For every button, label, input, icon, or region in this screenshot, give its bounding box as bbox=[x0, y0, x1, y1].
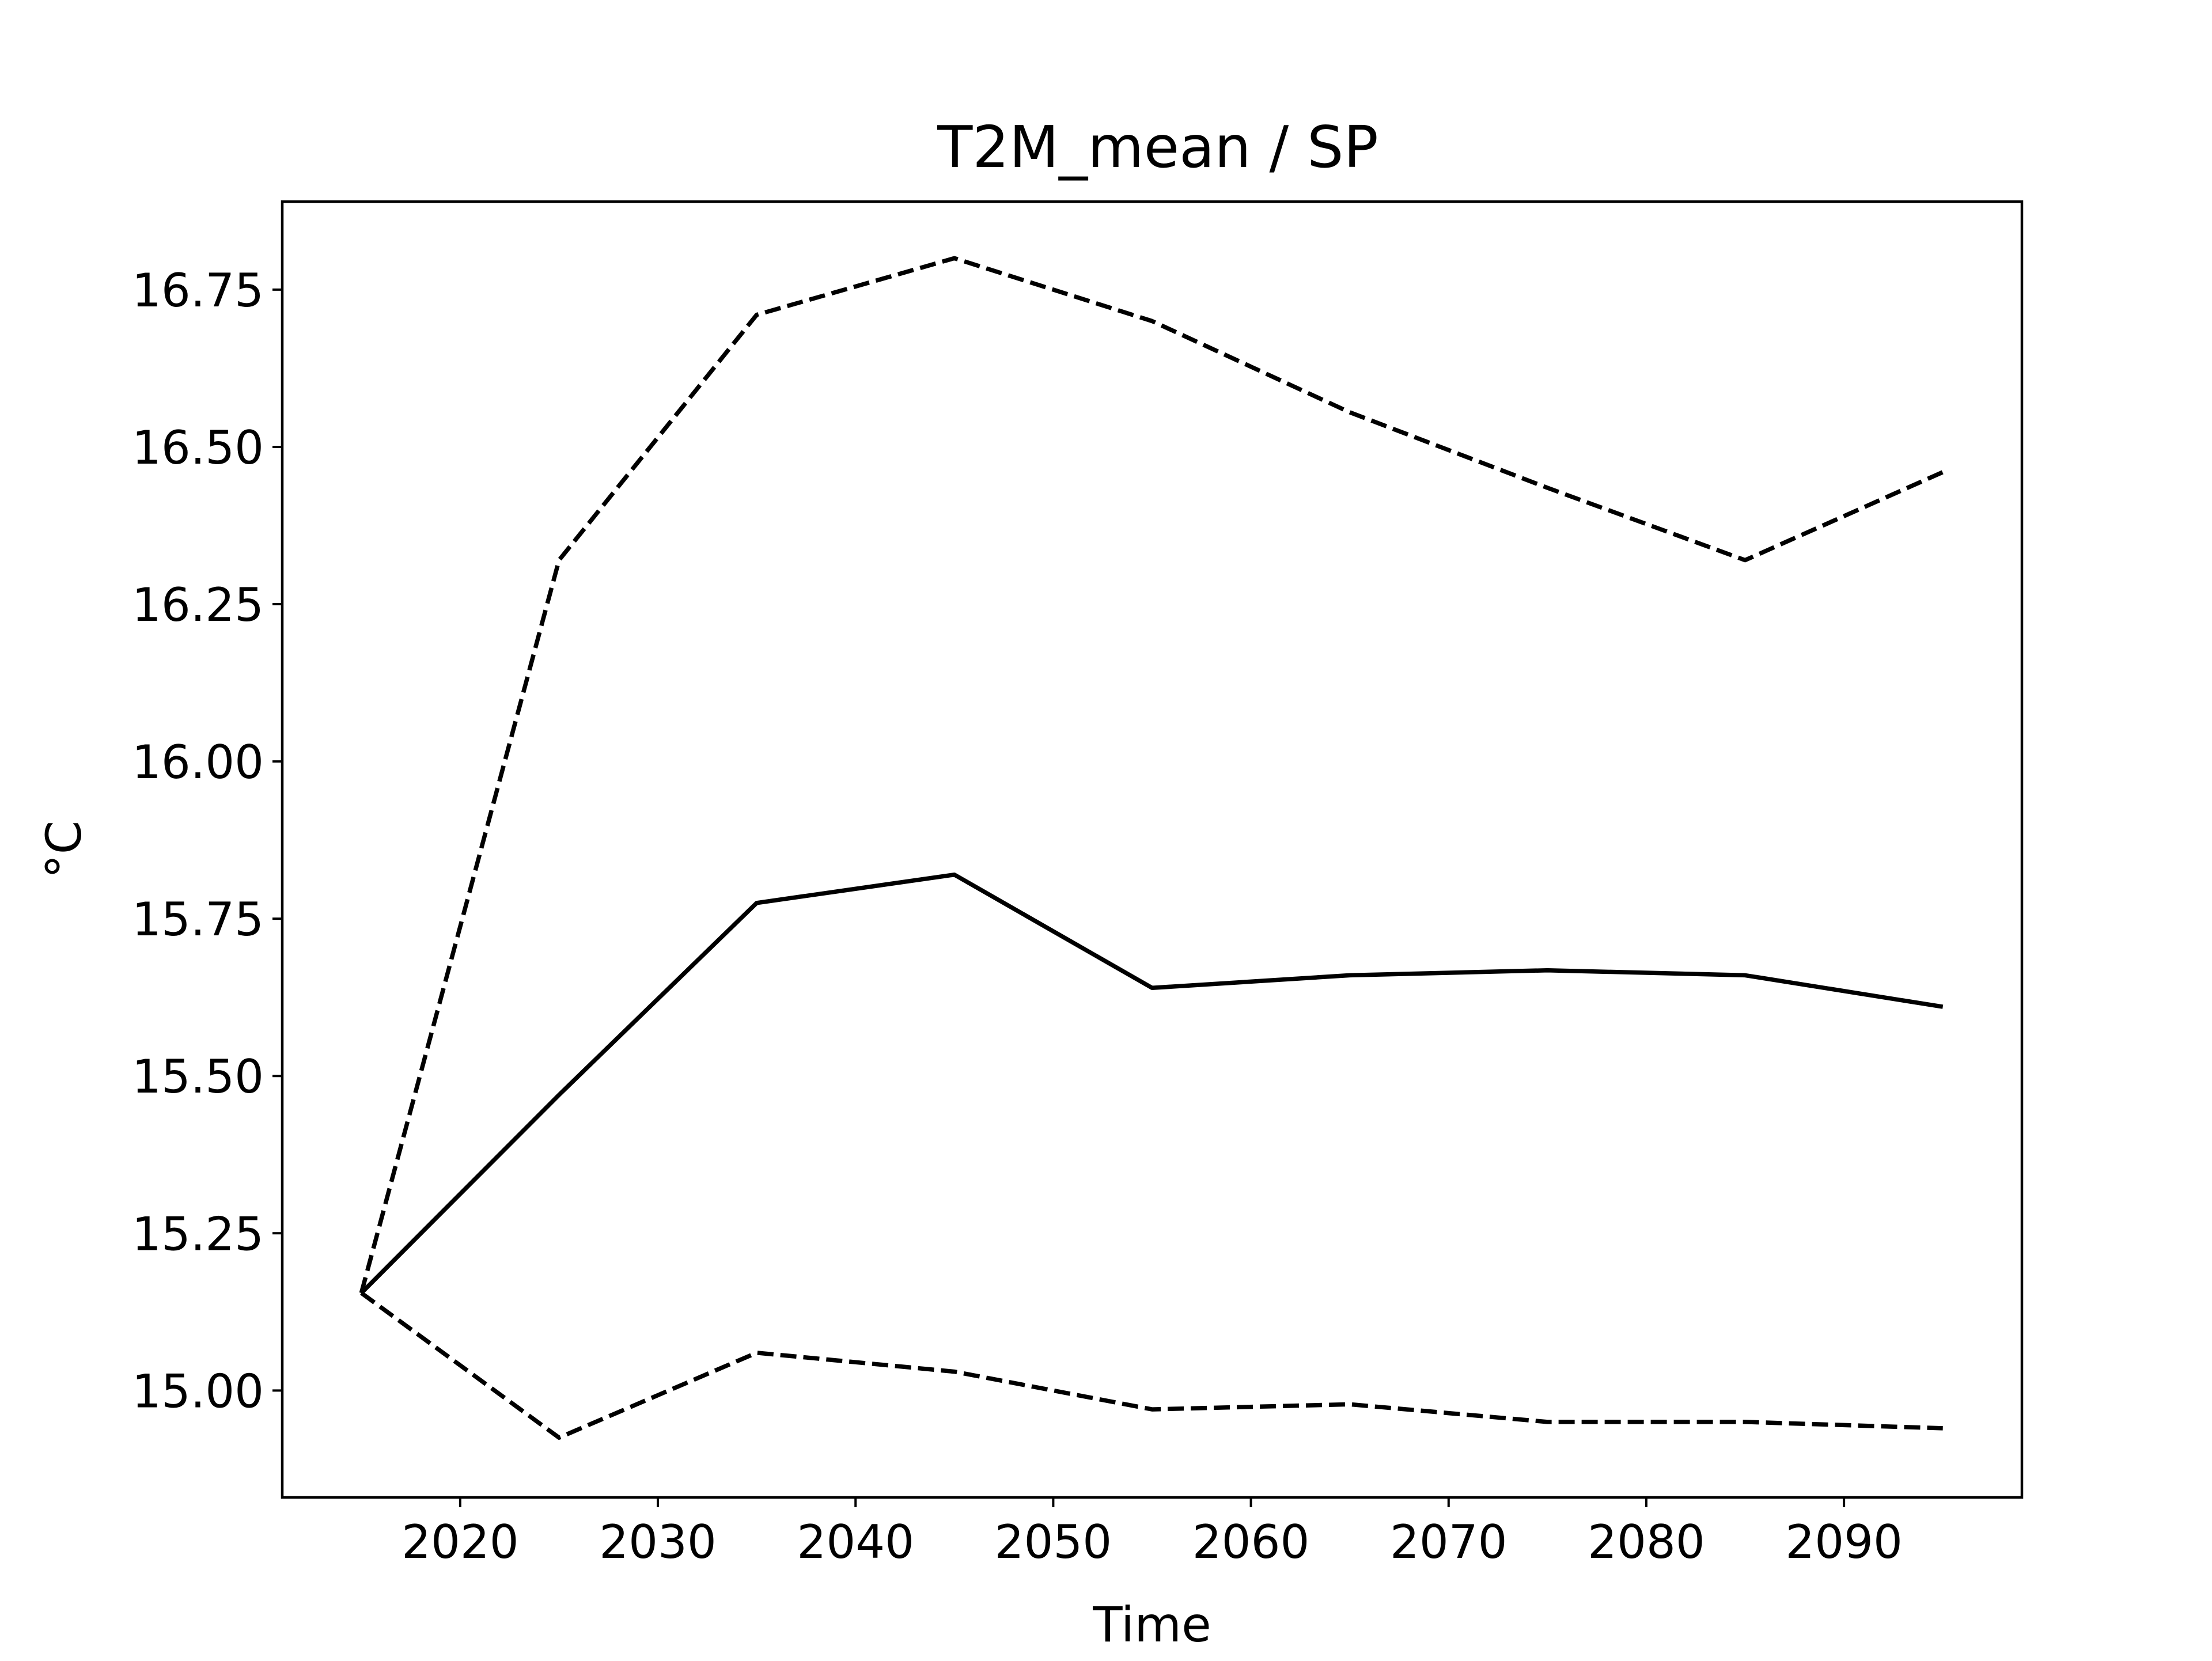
y-tick-label-0: 15.00 bbox=[132, 1364, 264, 1418]
y-tick-label-4: 16.00 bbox=[132, 735, 264, 789]
x-axis: 2020 2030 2040 2050 2060 2070 2080 2090 bbox=[402, 1497, 1903, 1569]
series-line-2-solid bbox=[359, 872, 1944, 1295]
plot-frame bbox=[281, 200, 2024, 1499]
x-tick-label-2030: 2030 bbox=[599, 1515, 717, 1569]
y-tick-label-7: 16.75 bbox=[132, 264, 264, 317]
x-tick-label-2020: 2020 bbox=[402, 1515, 519, 1569]
y-tick-label-5: 16.25 bbox=[132, 578, 264, 632]
x-tick-label-2040: 2040 bbox=[797, 1515, 914, 1569]
y-axis: 15.00 15.25 15.50 15.75 16.00 16.25 16.50 16.75 bbox=[132, 264, 282, 1418]
y-tick-label-1: 15.25 bbox=[132, 1207, 264, 1261]
series-layer bbox=[359, 256, 1944, 1440]
series-line-1-dashed bbox=[359, 256, 1944, 1294]
y-tick-label-6: 16.50 bbox=[132, 421, 264, 475]
x-tick-label-2070: 2070 bbox=[1390, 1515, 1508, 1569]
chart-title: T2M_mean / SP bbox=[937, 113, 1378, 181]
x-axis-label: Time bbox=[1092, 1596, 1211, 1653]
y-axis-label: °C bbox=[36, 821, 92, 879]
x-tick-label-2090: 2090 bbox=[1785, 1515, 1903, 1569]
y-tick-label-3: 15.75 bbox=[132, 893, 264, 946]
series-line-3-dashed bbox=[360, 1291, 1943, 1440]
x-tick-label-2050: 2050 bbox=[995, 1515, 1112, 1569]
y-tick-label-2: 15.50 bbox=[132, 1050, 264, 1103]
x-tick-label-2060: 2060 bbox=[1192, 1515, 1310, 1569]
x-tick-label-2080: 2080 bbox=[1588, 1515, 1705, 1569]
